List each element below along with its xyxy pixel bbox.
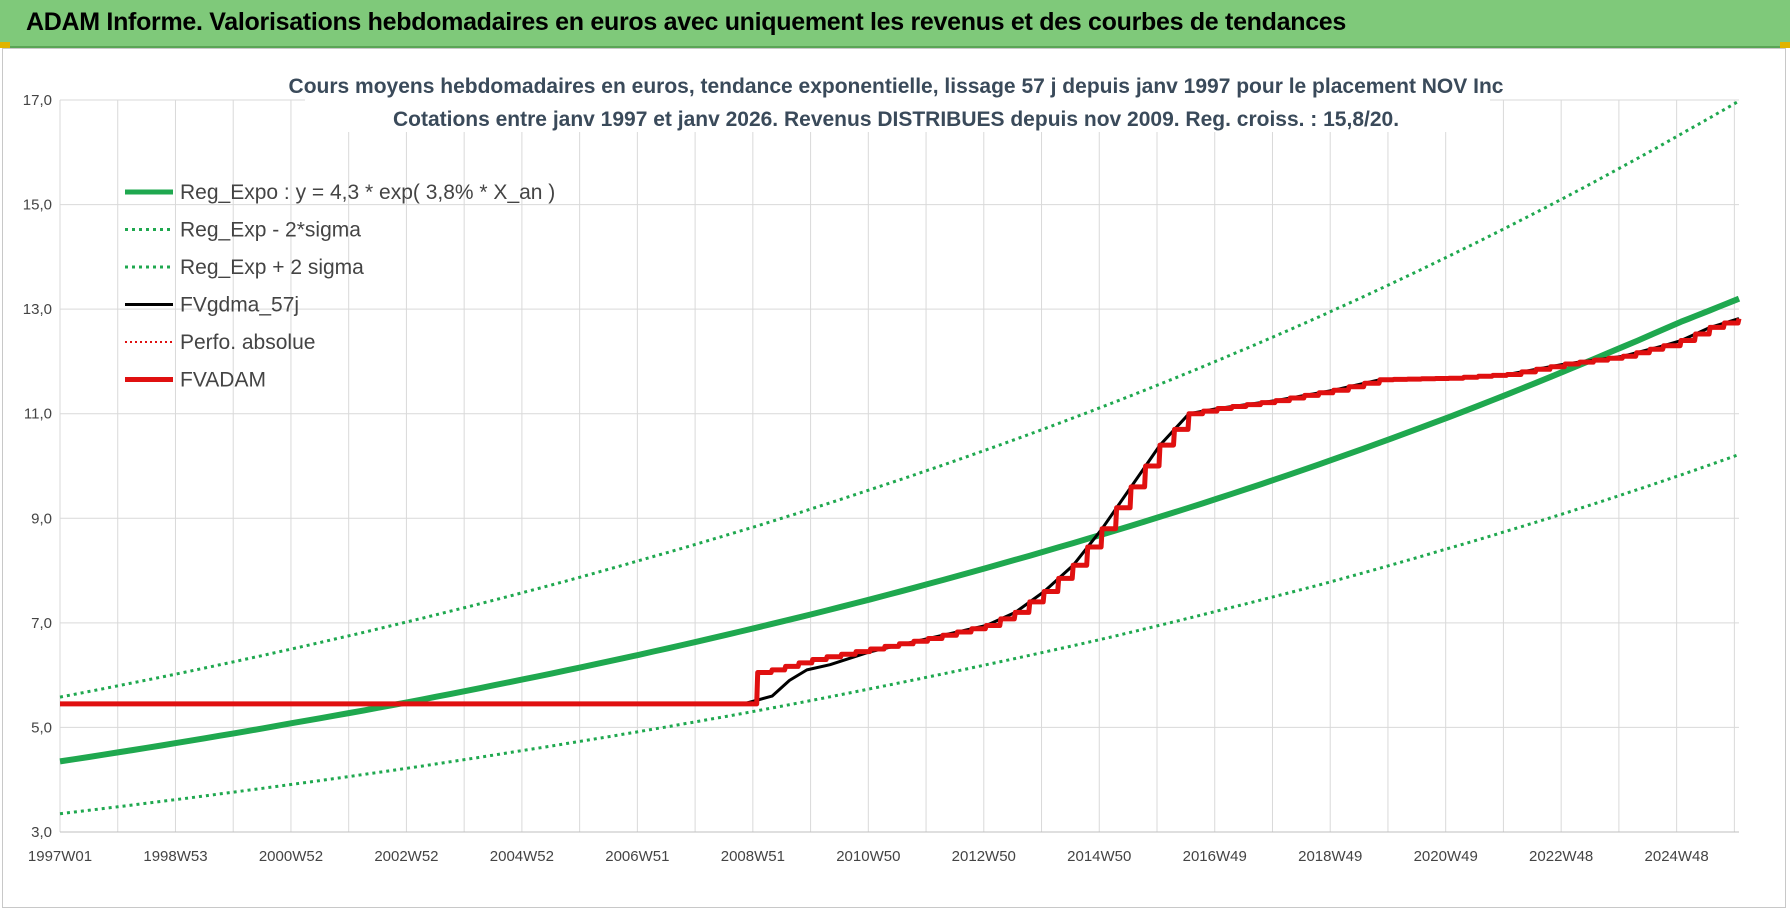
y-tick-label: 13,0 [23,301,52,318]
legend-label: Reg_Exp + 2 sigma [180,256,364,279]
legend-label: FVADAM [180,369,266,392]
banner: ADAM Informe. Valorisations hebdomadaire… [0,0,1790,48]
y-axis-ticks: 3,0 5,0 7,0 9,0 11,0 13,0 15,0 17,0 [23,92,52,841]
x-tick-label: 1998W53 [143,848,207,865]
legend-label: Reg_Expo : y = 4,3 * exp( 3,8% * X_an ) [180,181,555,204]
x-tick-label: 2004W52 [490,848,554,865]
legend: Reg_Expo : y = 4,3 * exp( 3,8% * X_an ) R… [125,181,555,392]
grid [59,99,1739,833]
y-tick-label: 9,0 [31,510,52,527]
x-tick-label: 1997W01 [28,848,92,865]
x-tick-label: 2012W50 [952,848,1016,865]
y-tick-label: 15,0 [23,197,52,214]
x-tick-label: 2006W51 [605,848,669,865]
x-tick-label: 2000W52 [259,848,323,865]
y-tick-label: 5,0 [31,719,52,736]
x-tick-label: 2010W50 [836,848,900,865]
series-line-reg-plus [59,99,1740,699]
x-tick-label: 2008W51 [721,848,785,865]
x-tick-label: 2020W49 [1414,848,1478,865]
y-tick-label: 11,0 [24,406,52,423]
legend-label: Perfo. absolue [180,331,315,354]
title-background [305,70,1490,132]
x-tick-label: 2018W49 [1298,848,1362,865]
x-tick-label: 2016W49 [1183,848,1247,865]
x-tick-label: 2024W48 [1645,848,1709,865]
series-line-reg-minus [59,453,1740,816]
x-tick-label: 2022W48 [1529,848,1593,865]
series-layer [59,99,1742,816]
y-tick-label: 3,0 [31,824,52,841]
x-axis-ticks: 1997W01 1998W53 2000W52 2002W52 2004W52 2006W… [28,848,1709,865]
y-tick-label: 7,0 [31,615,52,632]
chart-title-line-1: Cours moyens hebdomadaires en euros, ten… [289,75,1504,98]
series-line-reg-expo [59,295,1741,765]
chart-title-line-2: Cotations entre janv 1997 et janv 2026. … [393,108,1399,131]
y-tick-label: 17,0 [23,92,52,109]
legend-label: FVgdma_57j [180,294,299,317]
chart-frame [2,48,1786,908]
x-tick-label: 2002W52 [374,848,438,865]
corner-marker-left [0,42,10,48]
banner-title: ADAM Informe. Valorisations hebdomadaire… [26,8,1347,36]
legend-label: Reg_Exp - 2*sigma [180,219,361,242]
series-line-fvadam [60,318,1742,707]
x-tick-label: 2014W50 [1067,848,1131,865]
corner-marker-right [1780,42,1790,48]
